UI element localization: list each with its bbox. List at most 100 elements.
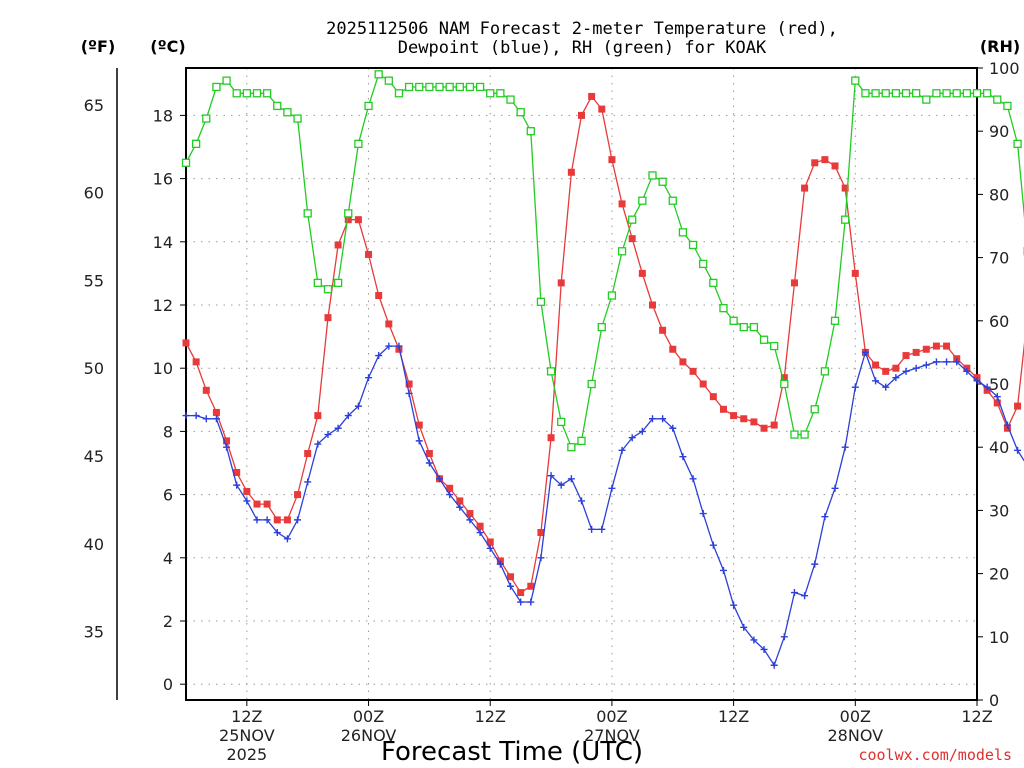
rh-point xyxy=(1013,139,1022,148)
plot-frame xyxy=(185,67,978,701)
temperature-point xyxy=(354,216,362,224)
rh-series xyxy=(181,70,1024,452)
dewpoint-line xyxy=(186,345,1024,667)
rh-point xyxy=(394,89,404,98)
temperature-point xyxy=(659,326,667,334)
rh-point xyxy=(475,82,485,92)
x-tick-label: 25NOV xyxy=(219,726,275,745)
celsius-tick-label: 0 xyxy=(163,675,173,694)
rh-point xyxy=(881,89,890,98)
temperature-point xyxy=(780,374,788,382)
rh-point xyxy=(252,89,262,98)
temperature-point xyxy=(192,358,200,366)
rh-point xyxy=(841,215,850,224)
title: 2025112506 NAM Forecast 2-meter Temperat… xyxy=(326,19,838,58)
dewpoint-point xyxy=(375,352,383,360)
dewpoint-point xyxy=(790,589,798,597)
rh-point xyxy=(699,259,708,269)
temperature-point xyxy=(405,380,413,388)
celsius-axis-label: (ºC) xyxy=(150,37,185,56)
temperature-point xyxy=(253,500,261,508)
dewpoint-point xyxy=(354,402,362,410)
temperature-point xyxy=(912,348,920,356)
title-line-1: 2025112506 NAM Forecast 2-meter Temperat… xyxy=(326,19,838,39)
temperature-point xyxy=(699,380,707,388)
dewpoint-point xyxy=(415,437,423,445)
temperature-point xyxy=(932,342,940,350)
rh-point xyxy=(496,89,505,98)
dewpoint-point xyxy=(486,544,494,552)
rh-point xyxy=(344,209,353,218)
fahrenheit-tick-label: 45 xyxy=(84,447,104,466)
dewpoint-point xyxy=(638,427,646,435)
temperature-point xyxy=(588,92,596,100)
rh-point xyxy=(232,89,241,98)
temperature-point xyxy=(263,500,271,508)
x-tick-label: 00Z xyxy=(353,707,384,726)
dewpoint-point xyxy=(740,623,748,631)
rh-axis: 0 10 20 30 40 50 60 70 80 90 100 xyxy=(977,59,1020,710)
temperature-point xyxy=(669,345,677,353)
temperature-point xyxy=(456,497,464,505)
rh-point xyxy=(455,82,464,92)
rh-point xyxy=(790,430,799,439)
rh-point xyxy=(354,139,363,148)
temperature-point xyxy=(811,159,819,167)
temperature-series xyxy=(182,92,1024,597)
dewpoint-point xyxy=(314,440,322,448)
rh-point xyxy=(567,443,576,452)
rh-point xyxy=(830,316,840,325)
dewpoint-point xyxy=(436,475,444,483)
temperature-point xyxy=(760,424,768,432)
rh-point xyxy=(486,89,495,98)
dewpoint-point xyxy=(527,598,535,606)
fahrenheit-axis-label: (ºF) xyxy=(81,37,116,56)
rh-point xyxy=(993,95,1002,104)
rh-axis-label: (RH) xyxy=(980,37,1020,56)
rh-point xyxy=(770,341,779,351)
x-tick-label: 12Z xyxy=(475,707,506,726)
temperature-point xyxy=(679,358,687,366)
dewpoint-point xyxy=(801,592,809,600)
celsius-tick-label: 16 xyxy=(153,170,173,189)
rh-point xyxy=(688,240,698,250)
temperature-point xyxy=(425,450,433,458)
temperature-point xyxy=(1014,402,1022,410)
fahrenheit-tick-label: 65 xyxy=(84,96,104,115)
celsius-tick-label: 2 xyxy=(163,612,173,631)
dewpoint-point xyxy=(344,412,352,420)
temperature-point xyxy=(801,184,809,192)
temperature-point xyxy=(527,582,535,590)
dewpoint-point xyxy=(476,529,484,537)
temperature-point xyxy=(202,386,210,394)
rh-point xyxy=(557,417,566,427)
temperature-point xyxy=(294,491,302,499)
temperature-point xyxy=(557,279,565,287)
rh-point xyxy=(333,278,343,288)
rh-point xyxy=(222,76,231,85)
credit-text: coolwx.com/models xyxy=(858,746,1012,764)
dewpoint-point xyxy=(750,636,758,644)
temperature-point xyxy=(719,405,727,413)
dewpoint-point xyxy=(212,415,220,423)
rh-point xyxy=(191,139,201,148)
celsius-tick-label: 4 xyxy=(163,549,173,568)
rh-point xyxy=(364,101,373,111)
temperature-point xyxy=(922,345,930,353)
rh-point xyxy=(972,89,982,98)
rh-point xyxy=(709,278,718,288)
dewpoint-point xyxy=(253,516,261,524)
rh-point xyxy=(435,82,444,92)
dewpoint-point xyxy=(821,513,829,521)
dewpoint-series xyxy=(182,342,1024,669)
celsius-tick-label: 14 xyxy=(153,233,173,252)
rh-line xyxy=(185,73,1024,449)
dewpoint-point xyxy=(507,582,515,590)
dewpoint-point xyxy=(861,348,869,356)
dewpoint-point xyxy=(192,412,200,420)
temperature-point xyxy=(283,516,291,524)
rh-tick-label: 0 xyxy=(989,691,999,710)
dewpoint-point xyxy=(628,434,636,442)
rh-point xyxy=(891,89,901,98)
